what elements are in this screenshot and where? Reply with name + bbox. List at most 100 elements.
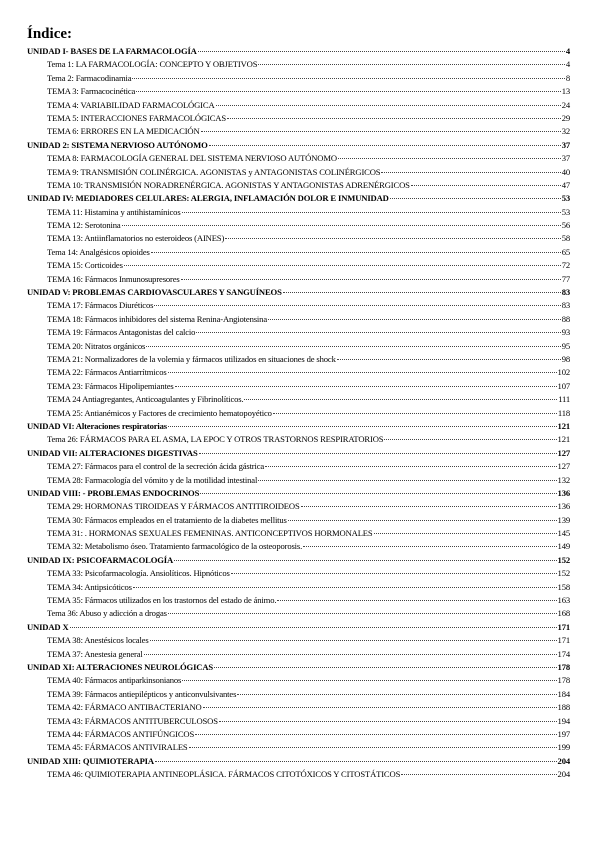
entry-label: TEMA 42: FÁRMACO ANTIBACTERIANO bbox=[47, 702, 202, 713]
entry-label: TEMA 6: ERRORES EN LA MEDICACIÓN bbox=[47, 126, 200, 137]
entry-page-number: 204 bbox=[557, 769, 571, 780]
entry-label: Tema 36: Abuso y adicción a drogas bbox=[47, 608, 167, 619]
toc-tema-entry[interactable]: TEMA 45: FÁRMACOS ANTIVIRALES 199 bbox=[27, 741, 570, 754]
entry-label: TEMA 19: Fármacos Antagonistas del calci… bbox=[47, 327, 196, 338]
toc-tema-entry[interactable]: TEMA 33: Psicofarmacología. Ansiolíticos… bbox=[27, 567, 570, 580]
dot-leader bbox=[277, 600, 557, 602]
dot-leader bbox=[123, 265, 561, 267]
entry-label: UNIDAD VIII: - PROBLEMAS ENDOCRINOS bbox=[27, 487, 200, 498]
dot-leader bbox=[198, 452, 557, 454]
toc-tema-entry[interactable]: TEMA 39: Fármacos antiepilépticos y anti… bbox=[27, 688, 570, 701]
entry-label: TEMA 27: Fármacos para el control de la … bbox=[47, 461, 265, 472]
toc-tema-entry[interactable]: TEMA 16: Fármacos Inmunosupresores 77 bbox=[27, 273, 570, 286]
entry-page-number: 83 bbox=[561, 287, 570, 298]
entry-page-number: 111 bbox=[558, 394, 570, 405]
toc-tema-entry[interactable]: TEMA 27: Fármacos para el control de la … bbox=[27, 460, 570, 473]
toc-tema-entry[interactable]: TEMA 21: Normalizadores de la volemia y … bbox=[27, 353, 570, 366]
entry-label: TEMA 17: Fármacos Diuréticos bbox=[47, 300, 154, 311]
toc-unit-entry[interactable]: UNIDAD IV: MEDIADORES CELULARES: ALERGIA… bbox=[27, 192, 570, 205]
dot-leader bbox=[154, 760, 557, 762]
toc-tema-entry[interactable]: Tema 14: Analgésicos opioides 65 bbox=[27, 246, 570, 259]
toc-tema-entry[interactable]: TEMA 28: Farmacología del vómito y de la… bbox=[27, 474, 570, 487]
toc-tema-entry[interactable]: TEMA 44: FÁRMACOS ANTIFÚNGICOS 197 bbox=[27, 728, 570, 741]
entry-page-number: 77 bbox=[561, 273, 570, 284]
toc-unit-entry[interactable]: UNIDAD V: PROBLEMAS CARDIOVASCULARES Y S… bbox=[27, 286, 570, 299]
toc-tema-entry[interactable]: TEMA 24 Antiagregantes, Anticoagulantes … bbox=[27, 393, 570, 406]
dot-leader bbox=[336, 358, 561, 360]
entry-label: TEMA 29: HORMONAS TIROIDEAS Y FÁRMACOS A… bbox=[47, 501, 300, 512]
toc-tema-entry[interactable]: TEMA 9: TRANSMISIÓN COLINÉRGICA. AGONIST… bbox=[27, 166, 570, 179]
toc-tema-entry[interactable]: Tema 26: FÁRMACOS PARA EL ASMA, LA EPOC … bbox=[27, 433, 570, 446]
toc-tema-entry[interactable]: TEMA 40: Fármacos antiparkinsonianos 178 bbox=[27, 674, 570, 687]
entry-label: TEMA 23: Fármacos Hipolipemiantes bbox=[47, 380, 174, 391]
entry-label: TEMA 22: Fármacos Antiarrítmicos bbox=[47, 367, 167, 378]
toc-unit-entry[interactable]: UNIDAD 2: SISTEMA NERVIOSO AUTÓNOMO 37 bbox=[27, 139, 570, 152]
toc-tema-entry[interactable]: TEMA 37: Anestesia general 174 bbox=[27, 648, 570, 661]
toc-tema-entry[interactable]: TEMA 19: Fármacos Antagonistas del calci… bbox=[27, 326, 570, 339]
toc-tema-entry[interactable]: Tema 36: Abuso y adicción a drogas 168 bbox=[27, 607, 570, 620]
toc-tema-entry[interactable]: TEMA 13: Antiinflamatorios no esteroideo… bbox=[27, 232, 570, 245]
toc-tema-entry[interactable]: TEMA 10: TRANSMISIÓN NORADRENÉRGICA. AGO… bbox=[27, 179, 570, 192]
toc-tema-entry[interactable]: TEMA 25: Antianémicos y Factores de crec… bbox=[27, 407, 570, 420]
toc-tema-entry[interactable]: TEMA 3: Farmacocinética 13 bbox=[27, 85, 570, 98]
entry-label: TEMA 24 Antiagregantes, Anticoagulantes … bbox=[47, 394, 244, 405]
toc-tema-entry[interactable]: TEMA 4: VARIABILIDAD FARMACOLÓGICA 24 bbox=[27, 99, 570, 112]
toc-unit-entry[interactable]: UNIDAD X 171 bbox=[27, 621, 570, 634]
toc-tema-entry[interactable]: Tema 2: Farmacodinamia 8 bbox=[27, 72, 570, 85]
toc-tema-entry[interactable]: TEMA 43: FÁRMACOS ANTITUBERCULOSOS 194 bbox=[27, 715, 570, 728]
toc-tema-entry[interactable]: TEMA 30: Fármacos empleados en el tratam… bbox=[27, 514, 570, 527]
toc-tema-entry[interactable]: TEMA 22: Fármacos Antiarrítmicos 102 bbox=[27, 366, 570, 379]
toc-tema-entry[interactable]: TEMA 38: Anestésicos locales 171 bbox=[27, 634, 570, 647]
dot-leader bbox=[272, 412, 557, 414]
toc-tema-entry[interactable]: TEMA 15: Corticoides 72 bbox=[27, 259, 570, 272]
entry-page-number: 152 bbox=[557, 568, 571, 579]
entry-page-number: 102 bbox=[557, 367, 571, 378]
dot-leader bbox=[215, 104, 561, 106]
entry-page-number: 107 bbox=[557, 380, 571, 391]
toc-unit-entry[interactable]: UNIDAD XIII: QUIMIOTERAPIA 204 bbox=[27, 755, 570, 768]
entry-page-number: 139 bbox=[557, 514, 571, 525]
toc-tema-entry[interactable]: TEMA 20: Nitratos orgánicos 95 bbox=[27, 340, 570, 353]
dot-leader bbox=[132, 77, 565, 79]
toc-unit-entry[interactable]: UNIDAD IX: PSICOFARMACOLOGÍA 152 bbox=[27, 554, 570, 567]
entry-label: UNIDAD XIII: QUIMIOTERAPIA bbox=[27, 755, 154, 766]
toc-tema-entry[interactable]: TEMA 34: Antipsicóticos 158 bbox=[27, 581, 570, 594]
toc-tema-entry[interactable]: TEMA 5: INTERACCIONES FARMACOLÓGICAS 29 bbox=[27, 112, 570, 125]
dot-leader bbox=[202, 707, 557, 709]
entry-page-number: 149 bbox=[557, 541, 571, 552]
entry-label: TEMA 13: Antiinflamatorios no esteroideo… bbox=[47, 233, 225, 244]
toc-tema-entry[interactable]: Tema 1: LA FARMACOLOGÍA: CONCEPTO Y OBJE… bbox=[27, 58, 570, 71]
entry-label: TEMA 10: TRANSMISIÓN NORADRENÉRGICA. AGO… bbox=[47, 179, 410, 190]
toc-tema-entry[interactable]: TEMA 42: FÁRMACO ANTIBACTERIANO 188 bbox=[27, 701, 570, 714]
entry-label: TEMA 33: Psicofarmacología. Ansiolíticos… bbox=[47, 568, 230, 579]
dot-leader bbox=[384, 439, 557, 441]
entry-page-number: 58 bbox=[561, 233, 570, 244]
toc-tema-entry[interactable]: TEMA 31: . HORMONAS SEXUALES FEMENINAS. … bbox=[27, 527, 570, 540]
toc-unit-entry[interactable]: UNIDAD XI: ALTERACIONES NEUROLÓGICAS 178 bbox=[27, 661, 570, 674]
toc-tema-entry[interactable]: TEMA 17: Fármacos Diuréticos 83 bbox=[27, 299, 570, 312]
toc-tema-entry[interactable]: TEMA 11: Histamina y antihistamínicos 53 bbox=[27, 206, 570, 219]
toc-tema-entry[interactable]: TEMA 32: Metabolismo óseo. Tratamiento f… bbox=[27, 540, 570, 553]
toc-tema-entry[interactable]: TEMA 46: QUIMIOTERAPIA ANTINEOPLÁSICA. F… bbox=[27, 768, 570, 781]
toc-tema-entry[interactable]: TEMA 23: Fármacos Hipolipemiantes 107 bbox=[27, 380, 570, 393]
entry-label: TEMA 5: INTERACCIONES FARMACOLÓGICAS bbox=[47, 112, 226, 123]
entry-page-number: 83 bbox=[561, 300, 570, 311]
toc-unit-entry[interactable]: UNIDAD VIII: - PROBLEMAS ENDOCRINOS 136 bbox=[27, 487, 570, 500]
entry-label: TEMA 3: Farmacocinética bbox=[47, 86, 136, 97]
toc-tema-entry[interactable]: TEMA 12: Serotonina 56 bbox=[27, 219, 570, 232]
toc-tema-entry[interactable]: TEMA 18: Fármacos inhibidores del sistem… bbox=[27, 313, 570, 326]
entry-page-number: 53 bbox=[561, 193, 570, 204]
toc-unit-entry[interactable]: UNIDAD VII: ALTERACIONES DIGESTIVAS 127 bbox=[27, 447, 570, 460]
toc-tema-entry[interactable]: TEMA 6: ERRORES EN LA MEDICACIÓN 32 bbox=[27, 125, 570, 138]
toc-unit-entry[interactable]: UNIDAD VI: Alteraciones respiratorias 121 bbox=[27, 420, 570, 433]
toc-unit-entry[interactable]: UNIDAD I- BASES DE LA FARMACOLOGÍA 4 bbox=[27, 45, 570, 58]
entry-label: TEMA 40: Fármacos antiparkinsonianos bbox=[47, 675, 182, 686]
dot-leader bbox=[200, 131, 561, 133]
entry-page-number: 194 bbox=[557, 715, 571, 726]
toc-tema-entry[interactable]: TEMA 8: FARMACOLOGÍA GENERAL DEL SISTEMA… bbox=[27, 152, 570, 165]
entry-label: Tema 1: LA FARMACOLOGÍA: CONCEPTO Y OBJE… bbox=[47, 59, 258, 70]
dot-leader bbox=[167, 372, 557, 374]
dot-leader bbox=[226, 117, 561, 119]
toc-tema-entry[interactable]: TEMA 29: HORMONAS TIROIDEAS Y FÁRMACOS A… bbox=[27, 500, 570, 513]
toc-tema-entry[interactable]: TEMA 35: Fármacos utilizados en los tras… bbox=[27, 594, 570, 607]
